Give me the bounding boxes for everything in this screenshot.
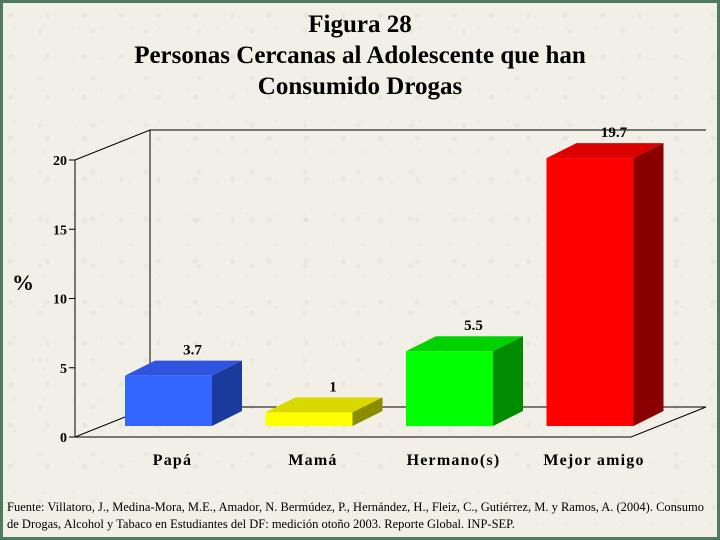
slide-background: Figura 28 Personas Cercanas al Adolescen…: [3, 3, 717, 537]
bar-front-face: [265, 412, 353, 426]
y-tick-label: 5: [60, 362, 67, 377]
bar-3: [546, 143, 664, 426]
data-label: 1: [329, 379, 337, 395]
bar-0: [125, 360, 242, 426]
bar-top-face: [125, 360, 242, 376]
bar-top-face: [265, 397, 383, 413]
chart-labels: 0 5 10 15 20% 3.7 Papá 1 Mamá 5.5 Hermano(s) 19.7 Me…: [12, 125, 644, 469]
bar-front-face: [125, 375, 212, 426]
bar-side-face: [633, 143, 664, 426]
bar-2: [406, 336, 523, 426]
y-tick-label: 10: [53, 293, 67, 308]
y-tick-label: 0: [60, 431, 67, 446]
y-tick-label: 15: [53, 223, 67, 238]
bar-side-face: [493, 336, 523, 426]
data-label: 5.5: [464, 318, 483, 334]
title-line: Consumido Drogas: [257, 73, 463, 100]
chart-title: Figura 28 Personas Cercanas al Adolescen…: [3, 9, 717, 102]
x-tick-label: Papá: [153, 452, 192, 469]
x-tick-label: Mejor amigo: [543, 452, 644, 469]
bar-top-face: [546, 143, 664, 159]
data-label: 19.7: [601, 125, 628, 141]
source-note: Fuente: Villatoro, J., Medina-Mora, M.E.…: [7, 500, 705, 531]
bar-1: [265, 397, 383, 426]
data-label: 3.7: [183, 343, 202, 359]
bar-side-face: [352, 397, 383, 426]
bar-chart: 0 5 10 15 20% 3.7 Papá 1 Mamá 5.5 Hermano(s) 19.7 Me…: [12, 125, 707, 469]
x-tick-label: Hermano(s): [407, 452, 501, 469]
y-axis-label: %: [12, 270, 34, 295]
x-tick-label: Mamá: [288, 452, 337, 469]
title-line: Personas Cercanas al Adolescente que han: [134, 42, 586, 69]
bar-top-face: [406, 336, 523, 352]
bar-front-face: [546, 158, 634, 426]
chart-bars: [125, 143, 664, 426]
y-tick-label: 20: [53, 154, 67, 169]
bar-front-face: [406, 351, 493, 426]
bar-side-face: [212, 360, 242, 426]
title-line: Figura 28: [308, 11, 412, 38]
